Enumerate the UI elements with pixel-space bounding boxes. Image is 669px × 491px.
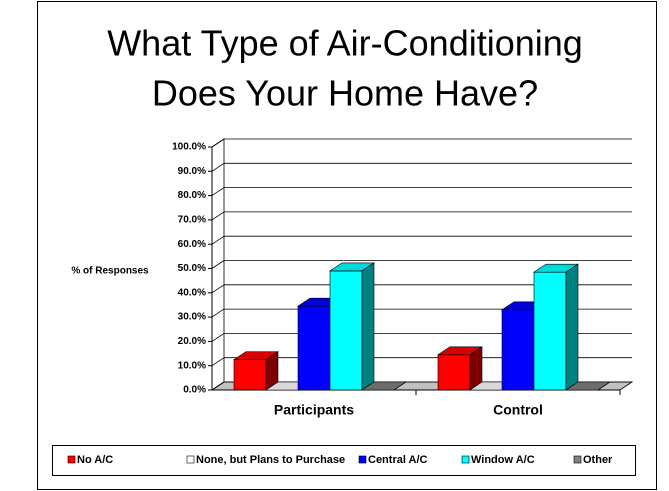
legend-label: Central A/C — [368, 454, 428, 466]
bar-side — [597, 381, 611, 391]
y-tick-label: 100.0% — [172, 142, 206, 153]
legend-swatch — [461, 455, 470, 464]
legend-label: None, but Plans to Purchase — [196, 454, 345, 466]
x-tick-label: Control — [493, 402, 543, 418]
y-tick-label: 30.0% — [178, 312, 206, 323]
y-tick-label: 60.0% — [178, 239, 206, 250]
y-tick-label: 0.0% — [183, 385, 206, 396]
legend-label: Other — [583, 454, 613, 466]
legend-swatch — [186, 455, 195, 464]
bar-front — [329, 270, 363, 391]
legend-swatch — [573, 455, 582, 464]
grid-line — [211, 284, 225, 294]
grid-line — [211, 333, 225, 342]
legend-label: No A/C — [77, 454, 113, 466]
title-line: What Type of Air-Conditioning — [107, 23, 583, 64]
y-tick-label: 10.0% — [178, 360, 206, 371]
slide-border — [37, 1, 657, 490]
x-tick-label: Participants — [274, 402, 354, 418]
bar-side — [361, 262, 375, 391]
grid-line — [211, 187, 225, 196]
title-line: Does Your Home Have? — [152, 73, 538, 114]
grid-line — [211, 381, 225, 391]
grid-line — [211, 162, 225, 172]
grid-line — [211, 138, 225, 148]
grid-line — [211, 308, 225, 318]
y-tick-label: 40.0% — [178, 287, 206, 298]
y-tick-label: 20.0% — [178, 336, 206, 347]
legend-swatch — [67, 455, 76, 464]
y-tick-label: 90.0% — [178, 166, 206, 177]
bar-side — [393, 381, 407, 391]
bar-front — [533, 271, 567, 391]
bar-front — [233, 359, 267, 391]
grid-line — [211, 260, 225, 269]
y-axis-label: % of Responses — [71, 266, 149, 277]
grid-line — [211, 357, 225, 367]
bar-front — [437, 354, 471, 391]
legend-swatch — [358, 455, 367, 464]
y-tick-label: 70.0% — [178, 215, 206, 226]
legend-box — [52, 445, 636, 476]
y-tick-label: 50.0% — [178, 263, 206, 274]
bar-front — [297, 305, 331, 391]
grid-line — [211, 235, 225, 245]
legend-label: Window A/C — [471, 454, 535, 466]
grid-line — [211, 211, 225, 221]
bar-front — [501, 309, 535, 391]
y-tick-label: 80.0% — [178, 190, 206, 201]
bar-side — [565, 263, 579, 391]
